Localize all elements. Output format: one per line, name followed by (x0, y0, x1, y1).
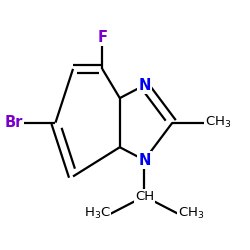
Text: N: N (138, 78, 150, 93)
Text: N: N (138, 152, 150, 168)
Text: H$_3$C: H$_3$C (84, 206, 110, 222)
Text: CH$_3$: CH$_3$ (178, 206, 205, 222)
Text: CH: CH (135, 190, 154, 203)
Text: F: F (97, 30, 107, 45)
Text: Br: Br (4, 115, 23, 130)
Text: CH$_3$: CH$_3$ (205, 115, 232, 130)
